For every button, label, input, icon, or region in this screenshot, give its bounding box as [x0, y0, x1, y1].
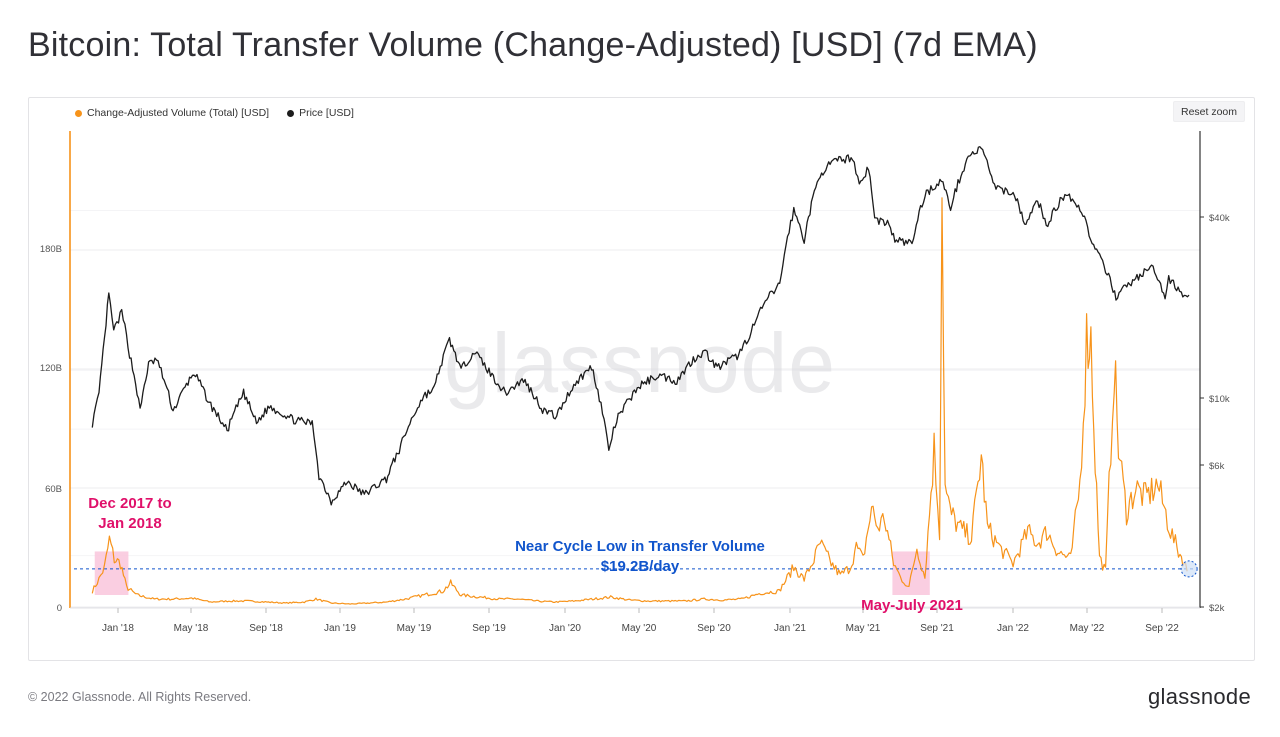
- copyright-footer: © 2022 Glassnode. All Rights Reserved.: [28, 690, 252, 704]
- legend-volume-label: Change-Adjusted Volume (Total) [USD]: [87, 107, 270, 119]
- volume-series-line: [91, 197, 1188, 605]
- x-tick-label-4: May '19: [397, 623, 432, 634]
- watermark-text: glassnode: [444, 316, 836, 410]
- x-tick-label-2: Sep '18: [249, 623, 283, 634]
- x-tick-label-11: Sep '21: [920, 623, 954, 634]
- right-tick-label-0: $2k: [1209, 603, 1225, 614]
- x-tick-label-14: Sep '22: [1145, 623, 1179, 634]
- annotation-cycle-low-line2: $19.2B/day: [601, 558, 680, 575]
- annotation-dec17-line2: Jan 2018: [98, 515, 161, 532]
- annotation-cycle-low-line1: Near Cycle Low in Transfer Volume: [515, 538, 765, 555]
- legend-item-price[interactable]: Price [USD]: [287, 107, 354, 119]
- glassnode-logo[interactable]: glassnode: [1148, 684, 1251, 709]
- legend-price-label: Price [USD]: [299, 107, 354, 119]
- annotation-dec17-line1: Dec 2017 to: [88, 495, 171, 512]
- price-legend-dot: [287, 109, 295, 117]
- left-tick-label-2: 120B: [40, 363, 62, 374]
- right-tick-label-3: $40k: [1209, 213, 1230, 224]
- annotation-may-jul21: May-July 2021: [861, 597, 963, 614]
- x-tick-label-0: Jan '18: [102, 623, 134, 634]
- price-series-line: [91, 146, 1190, 506]
- x-tick-label-12: Jan '22: [997, 623, 1029, 634]
- right-tick-label-1: $6k: [1209, 461, 1225, 472]
- x-tick-label-10: May '21: [846, 623, 881, 634]
- page-title: Bitcoin: Total Transfer Volume (Change-A…: [28, 26, 1038, 64]
- volume-legend-dot: [75, 109, 82, 117]
- x-tick-label-6: Jan '20: [549, 623, 581, 634]
- x-tick-label-7: May '20: [622, 623, 657, 634]
- x-tick-label-9: Jan '21: [774, 623, 806, 634]
- x-tick-label-1: May '18: [174, 623, 209, 634]
- chart-panel: [28, 97, 1255, 661]
- legend-item-volume[interactable]: Change-Adjusted Volume (Total) [USD]: [75, 107, 269, 119]
- x-tick-label-13: May '22: [1070, 623, 1105, 634]
- cycle-low-marker: [1180, 560, 1198, 578]
- left-tick-label-3: 180B: [40, 244, 62, 255]
- x-tick-label-3: Jan '19: [324, 623, 356, 634]
- right-tick-label-2: $10k: [1209, 394, 1230, 405]
- x-tick-label-8: Sep '20: [697, 623, 731, 634]
- chart-legend: Change-Adjusted Volume (Total) [USD] Pri…: [75, 107, 354, 119]
- reset-zoom-button[interactable]: Reset zoom: [1173, 101, 1245, 122]
- x-tick-label-5: Sep '19: [472, 623, 506, 634]
- left-tick-label-0: 0: [57, 603, 62, 614]
- left-tick-label-1: 60B: [45, 484, 62, 495]
